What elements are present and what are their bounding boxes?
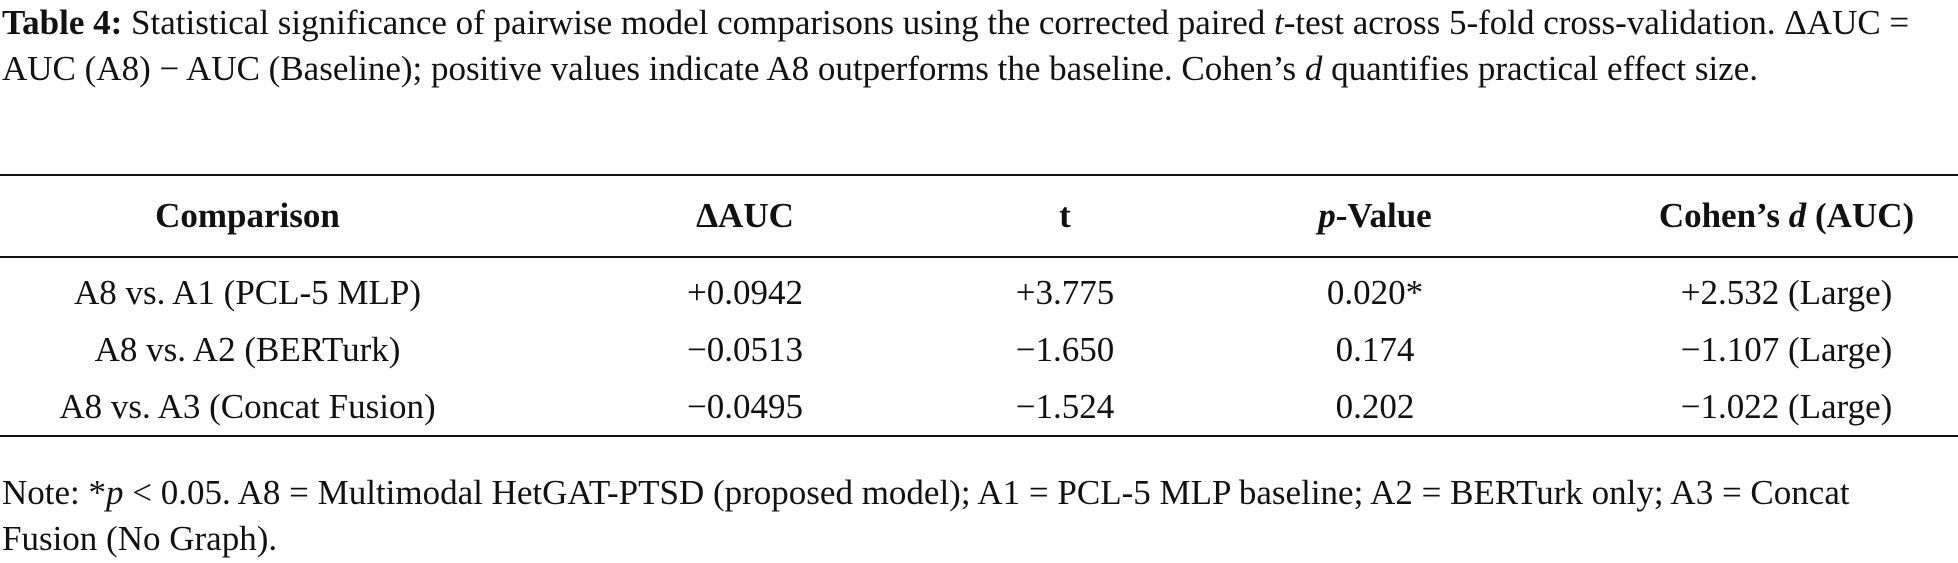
table-cell: A8 vs. A2 (BERTurk) xyxy=(94,329,401,369)
table-note: Note: *p < 0.05. A8 = Multimodal HetGAT-… xyxy=(2,470,1952,562)
header-italic: p xyxy=(1318,196,1336,235)
note-italic: p xyxy=(106,473,124,512)
table-cell: 0.020* xyxy=(1326,272,1424,312)
header-cell: Comparison xyxy=(155,196,340,235)
table-cell: −0.0513 xyxy=(687,329,803,369)
header-cell: p-Value xyxy=(1135,175,1615,257)
caption-text: quantifies practical effect size. xyxy=(1322,49,1758,88)
note-text: < 0.05. A8 = Multimodal HetGAT-PTSD (pro… xyxy=(2,473,1850,558)
header-italic: d xyxy=(1788,196,1807,235)
table-caption: Table 4: Statistical significance of pai… xyxy=(2,0,1952,92)
table-row: A8 vs. A3 (Concat Fusion) −0.0495 −1.524 0.… xyxy=(0,378,1958,436)
table-cell: −1.650 xyxy=(1015,329,1115,369)
caption-italic: t xyxy=(1273,3,1284,42)
data-table: Comparison ΔAUC t p-Value Cohen’s d (AUC… xyxy=(0,174,1958,437)
header-cell: t xyxy=(1059,196,1071,235)
table-cell: 0.202 xyxy=(1335,386,1415,426)
caption-text: Statistical significance of pairwise mod… xyxy=(131,3,1274,42)
table-cell: −1.107 (Large) xyxy=(1680,329,1893,369)
caption-italic: d xyxy=(1304,49,1323,88)
table-row: A8 vs. A1 (PCL-5 MLP) +0.0942 +3.775 0.020*… xyxy=(0,257,1958,321)
table-cell: A8 vs. A1 (PCL-5 MLP) xyxy=(73,272,422,312)
note-text: Note: * xyxy=(2,473,107,512)
table-row: A8 vs. A2 (BERTurk) −0.0513 −1.650 0.174 −1.… xyxy=(0,321,1958,378)
table-cell: 0.174 xyxy=(1335,329,1415,369)
table-cell: +2.532 (Large) xyxy=(1680,272,1893,312)
table-cell: −0.0495 xyxy=(687,386,803,426)
table-cell: −1.022 (Large) xyxy=(1680,386,1893,426)
header-cell: ΔAUC xyxy=(696,196,794,235)
table-cell: −1.524 xyxy=(1015,386,1115,426)
header-row: Comparison ΔAUC t p-Value Cohen’s d (AUC… xyxy=(0,175,1958,257)
header-cell: Cohen’s d (AUC) xyxy=(1615,175,1958,257)
caption-label: Table 4: xyxy=(2,3,123,42)
table-cell: +0.0942 xyxy=(687,272,803,312)
table-body: A8 vs. A1 (PCL-5 MLP) +0.0942 +3.775 0.020*… xyxy=(0,257,1958,436)
header-text: -Value xyxy=(1335,196,1432,235)
header-text: Cohen’s xyxy=(1658,196,1789,235)
table-cell: A8 vs. A3 (Concat Fusion) xyxy=(59,386,436,426)
caption-text: -test across 5-fold cross-validation. ΔA… xyxy=(2,3,1910,88)
header-text: (AUC) xyxy=(1806,196,1915,235)
table-cell: +3.775 xyxy=(1015,272,1115,312)
